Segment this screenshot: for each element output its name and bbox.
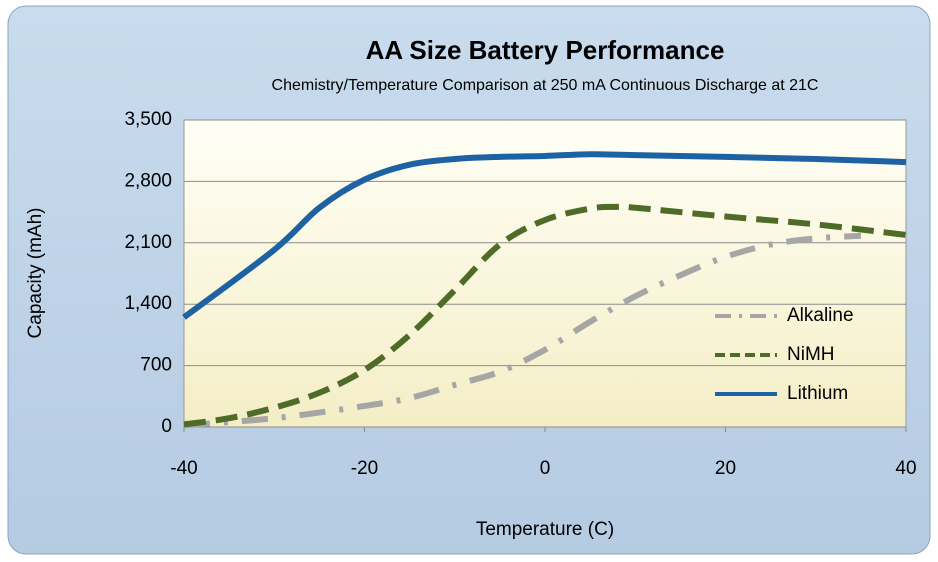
x-tick-label: -20 [351, 458, 378, 479]
x-tick-label: 20 [715, 458, 736, 479]
x-tick-label: 0 [540, 458, 551, 479]
legend-label: NiMH [787, 344, 835, 365]
legend-label: Lithium [787, 383, 848, 404]
series-line [182, 151, 907, 320]
x-axis-label: Temperature (C) [476, 519, 614, 540]
legend-label: Alkaline [787, 305, 854, 326]
x-tick-label: 40 [895, 458, 916, 479]
chart-subtitle: Chemistry/Temperature Comparison at 250 … [272, 77, 819, 94]
y-tick-label: 700 [140, 355, 172, 376]
plot-area [183, 119, 907, 428]
y-tick-label: 2,800 [124, 170, 172, 191]
y-tick-label: 1,400 [124, 293, 172, 314]
x-tick-label: -40 [170, 458, 197, 479]
y-tick-label: 2,100 [124, 232, 172, 253]
y-axis-label: Capacity (mAh) [25, 208, 46, 339]
y-tick-label: 0 [161, 416, 172, 437]
series-line [183, 232, 862, 429]
series-line [183, 203, 907, 428]
y-tick-label: 3,500 [124, 109, 172, 130]
chart-title: AA Size Battery Performance [366, 35, 725, 65]
